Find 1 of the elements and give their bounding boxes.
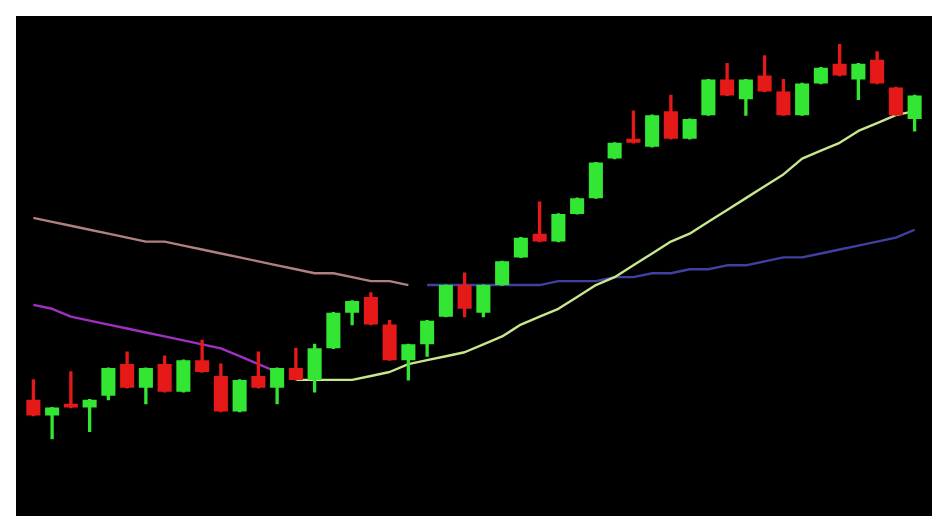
candlestick	[63, 371, 78, 409]
